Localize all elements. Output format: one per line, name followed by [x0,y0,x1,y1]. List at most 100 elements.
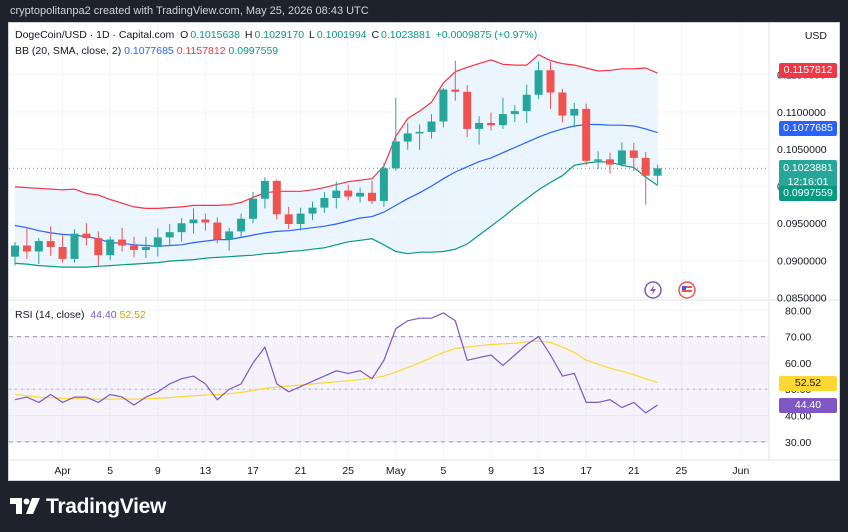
time-tick-label: 21 [628,465,640,477]
time-tick-label: 9 [155,465,161,477]
candle [391,97,400,171]
candle [82,223,91,246]
time-tick-label: 5 [107,465,113,477]
time-tick-label: Jun [732,465,749,477]
currency-label[interactable]: USD [804,30,827,42]
rsi-price-tag: 44.40 [779,398,837,413]
rsi-tick-label: 60.00 [785,358,811,370]
candle-body [201,219,210,223]
candle-body [439,89,448,122]
candle [34,238,43,265]
rsi-line [14,312,658,414]
candle-body [177,223,186,233]
chart-canvas[interactable]: 0.11500000.11000000.10500000.10000000.09… [9,23,839,480]
candle [201,213,210,231]
rsi-ma-price-tag: 52.52 [779,376,837,391]
candle [130,236,138,258]
candle [510,105,519,123]
candle [487,112,495,131]
candle-body [594,159,603,161]
candle-body [546,70,555,93]
candle [320,192,329,213]
tradingview-logo[interactable]: TradingView [10,495,166,519]
candle [570,102,579,128]
tradingview-logo-text: TradingView [46,495,167,518]
bollinger-lower-line [14,160,658,268]
candle [641,151,650,205]
low-value: 0.1001994 [316,29,367,41]
candle [58,235,67,263]
bb-basis-value: 0.1077685 [124,45,174,57]
candle-body [641,157,650,176]
candle-body [356,192,365,197]
candle [260,177,269,209]
rsi-tick-label: 30.00 [785,437,811,449]
candle [451,60,460,101]
open-value: 0.1015638 [190,29,240,41]
time-axis-labels: Apr 5 9 13 17 21 25 May 5 9 13 17 21 25 Jun [54,465,749,477]
candle-body [296,213,305,224]
price-tick-label: 0.1050000 [777,144,827,156]
candle [534,61,543,100]
candle [344,184,353,201]
candle-body [249,198,257,219]
candle [11,241,19,266]
time-tick-label: 17 [247,465,259,477]
candle [153,228,162,257]
candle-body [368,192,376,201]
candle-body [522,94,531,112]
candle [332,181,341,209]
candle-body [130,245,138,250]
candle-body [653,168,662,176]
candle-body [570,108,579,116]
candle [427,114,436,139]
price-tick-label: 0.0950000 [777,218,827,230]
time-tick-label: May [386,465,407,477]
candle-body [165,232,174,238]
candle-body [379,168,388,201]
rsi-value: 44.40 [90,309,117,321]
candle-body [487,122,495,126]
candle-body [415,131,424,134]
candle [70,229,79,263]
candle-body [106,239,115,256]
time-tick-label: 5 [440,465,446,477]
candle [46,226,55,256]
candle-body [617,150,626,165]
open-label: O [180,29,189,41]
candle [379,163,388,207]
time-tick-label: Apr [54,465,71,477]
candle-body [272,180,281,215]
time-tick-label: 9 [488,465,494,477]
candle-body [463,91,472,129]
lightning-icon [644,281,662,299]
candle-body [141,247,150,250]
candle [439,88,448,128]
last-price-value: 0.1023881 [783,162,833,174]
change-value: +0.0009875 (+0.97%) [435,29,538,41]
candle [368,180,376,204]
price-tick-label: 0.0900000 [777,255,827,267]
candle-body [403,133,412,142]
candle [189,208,198,234]
candle-body [11,245,19,257]
tradingview-logo-icon [10,495,40,519]
candle-body [70,233,79,259]
candle [22,226,31,259]
candle-body [391,141,400,169]
time-tick-label: 25 [676,465,688,477]
bb-legend[interactable]: BB (20, SMA, close, 2) 0.1077685 0.11578… [15,45,278,57]
candle-body [46,241,55,248]
candle [356,187,365,203]
price-tick-label: 0.0850000 [777,293,827,305]
candle [594,151,603,170]
low-label: L [309,29,315,41]
candle [213,217,222,244]
candle-body [189,219,198,224]
time-tick-label: 25 [342,465,354,477]
rsi-ma-value: 52.52 [119,309,146,321]
candle-body [451,89,460,92]
rsi-tick-label: 40.00 [785,411,811,423]
high-label: H [244,29,253,41]
rsi-legend[interactable]: RSI (14, close) 44.40 52.52 [15,309,146,321]
